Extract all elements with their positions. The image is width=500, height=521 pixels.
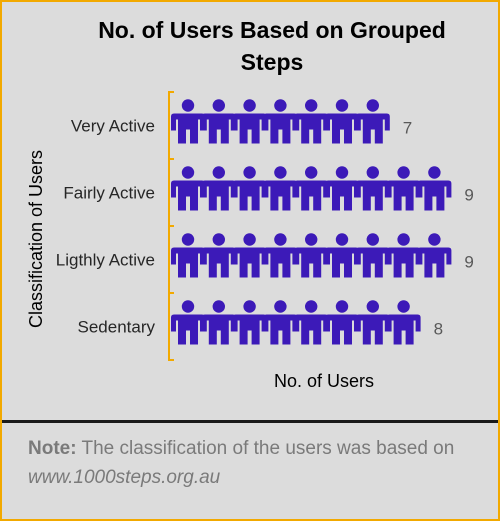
person-icon — [201, 166, 236, 211]
person-icon — [386, 300, 421, 345]
person-icon — [263, 99, 298, 144]
person-icon — [232, 300, 267, 345]
person-icon — [386, 233, 421, 278]
person-icon — [386, 166, 421, 211]
value-label: 8 — [434, 320, 443, 339]
divider — [2, 420, 498, 423]
category-row: Very Active 7 — [71, 99, 412, 144]
y-axis-label: Classification of Users — [26, 150, 46, 328]
person-icon — [417, 166, 452, 211]
person-icon — [325, 166, 359, 211]
person-icon — [171, 300, 205, 345]
value-label: 9 — [464, 253, 473, 272]
note-text: The classification of the users was base… — [76, 438, 455, 459]
note-link: www.1000steps.org.au — [28, 467, 221, 488]
value-label: 9 — [464, 186, 473, 205]
category-row: Fairly Active 9 — [63, 166, 474, 211]
person-icon — [171, 233, 205, 278]
person-icon — [355, 99, 390, 144]
category-label: Ligthly Active — [56, 251, 155, 270]
person-icon — [294, 166, 329, 211]
person-icon — [171, 166, 205, 211]
category-row: Sedentary 8 — [78, 300, 443, 345]
person-icon — [355, 300, 390, 345]
person-icon — [263, 300, 298, 345]
person-icon — [417, 233, 452, 278]
person-icon — [201, 300, 236, 345]
person-icon — [294, 233, 329, 278]
category-label: Fairly Active — [63, 184, 155, 203]
person-icon — [263, 166, 298, 211]
person-icon — [232, 233, 267, 278]
person-icon — [232, 166, 267, 211]
person-icon — [355, 233, 390, 278]
person-icon — [325, 300, 359, 345]
person-icon — [232, 99, 267, 144]
person-icon — [355, 166, 390, 211]
category-row: Ligthly Active 9 — [56, 233, 474, 278]
x-axis-label: No. of Users — [274, 371, 374, 391]
category-label: Very Active — [71, 117, 155, 136]
person-icon — [201, 233, 236, 278]
person-icon — [325, 233, 359, 278]
pictograph-chart: Classification of Users Very Active 7 Fair… — [26, 91, 474, 391]
value-label: 7 — [403, 119, 412, 138]
category-label: Sedentary — [78, 318, 156, 337]
note-label: Note: — [28, 438, 77, 459]
person-icon — [325, 99, 359, 144]
note: Note: The classification of the users wa… — [28, 434, 478, 492]
person-icon — [263, 233, 298, 278]
chart-title: No. of Users Based on Grouped Steps — [98, 17, 446, 75]
person-icon — [294, 300, 329, 345]
person-icon — [171, 99, 205, 144]
person-icon — [294, 99, 329, 144]
person-icon — [201, 99, 236, 144]
